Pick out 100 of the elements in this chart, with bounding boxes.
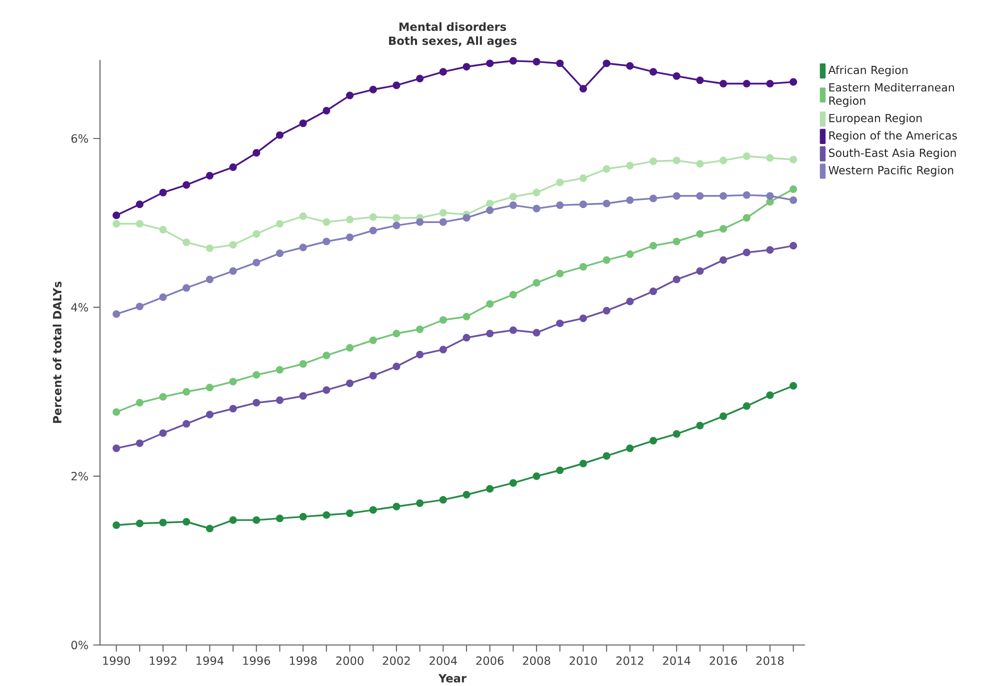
point (322, 511, 330, 519)
point (766, 198, 774, 206)
point (206, 172, 214, 180)
point (696, 422, 704, 430)
point (439, 68, 447, 76)
point (112, 220, 120, 228)
point (182, 284, 190, 292)
point (462, 312, 470, 320)
point (229, 241, 237, 249)
point (112, 408, 120, 416)
point (649, 157, 658, 166)
legend-label: Western Pacific Region (828, 166, 954, 177)
legend-label: Eastern Mediterranean Region (829, 82, 954, 108)
point (439, 346, 447, 354)
point (252, 230, 260, 238)
point (346, 344, 354, 352)
point (626, 162, 634, 170)
point (742, 191, 750, 199)
point (790, 382, 798, 390)
point (626, 62, 634, 70)
point (532, 279, 540, 287)
point (136, 302, 144, 310)
point (790, 196, 798, 204)
point (159, 518, 167, 526)
point (416, 218, 424, 226)
point (369, 336, 377, 344)
legend-label: European Region (829, 114, 922, 124)
point (159, 393, 167, 401)
point (579, 263, 588, 271)
point (602, 452, 610, 460)
point (462, 334, 470, 342)
point (672, 192, 680, 200)
point (486, 300, 494, 308)
point (486, 200, 494, 208)
point (112, 444, 120, 452)
point (532, 204, 540, 212)
x-tick-label: 2016 (710, 656, 738, 665)
point (649, 242, 658, 250)
point (556, 270, 564, 278)
point (159, 429, 167, 437)
point (696, 192, 704, 200)
point (159, 188, 167, 196)
point (136, 220, 144, 228)
point (159, 293, 167, 302)
x-tick-label: 1996 (243, 656, 270, 665)
point (206, 410, 214, 418)
point (392, 330, 400, 338)
point (626, 250, 634, 258)
point (229, 267, 237, 275)
point (276, 396, 284, 404)
point (369, 213, 377, 221)
point (182, 518, 190, 526)
point (252, 149, 260, 157)
point (416, 74, 424, 82)
y-tick-label: 2% (71, 472, 88, 480)
point (369, 372, 377, 380)
y-tick-label: 4% (71, 303, 88, 312)
point (416, 325, 424, 334)
point (532, 328, 540, 336)
point (252, 398, 260, 407)
point (742, 152, 750, 160)
point (720, 156, 728, 164)
point (392, 214, 400, 222)
point (299, 512, 307, 520)
x-tick-label: 2002 (382, 656, 410, 665)
point (392, 362, 400, 370)
x-tick-label: 1992 (150, 656, 176, 665)
point (206, 244, 214, 252)
point (136, 439, 144, 448)
point (462, 62, 470, 71)
point (346, 380, 354, 388)
y-axis-title: Percent of total DALYs (52, 282, 62, 423)
x-tick-label: 2014 (663, 656, 690, 665)
chart-subtitle: Both sexes, All ages (389, 36, 516, 48)
point (602, 165, 610, 173)
point (579, 460, 588, 468)
point (766, 80, 774, 88)
point (790, 156, 798, 164)
point (742, 402, 750, 410)
x-tick-label: 2004 (430, 656, 457, 665)
x-tick-label: 2006 (476, 656, 504, 665)
x-tick-label: 1998 (290, 656, 317, 665)
point (136, 200, 144, 208)
point (720, 412, 728, 420)
point (626, 444, 634, 452)
point (252, 516, 260, 524)
point (556, 60, 564, 68)
point (556, 201, 564, 209)
point (742, 80, 750, 88)
point (322, 106, 330, 114)
point (182, 181, 190, 189)
point (556, 466, 564, 474)
point (136, 520, 144, 528)
point (252, 258, 260, 266)
point (672, 430, 680, 438)
point (790, 185, 798, 193)
point (790, 242, 798, 250)
point (229, 163, 237, 172)
x-tick-label: 2000 (336, 656, 364, 665)
point (252, 371, 260, 379)
